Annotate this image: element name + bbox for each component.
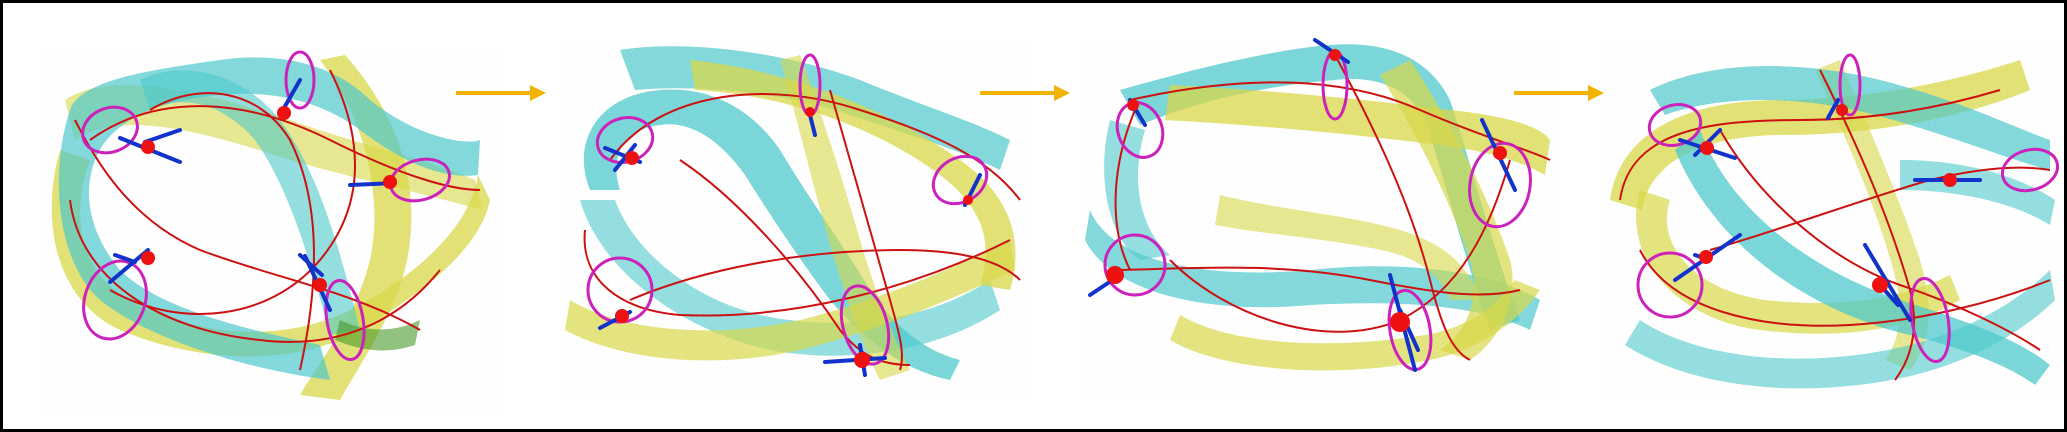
panel-1 — [40, 50, 500, 410]
red-curve — [1709, 166, 2051, 251]
red-point — [1872, 277, 1888, 293]
red-point — [1329, 49, 1341, 61]
band-texture — [1600, 40, 2067, 400]
magenta-ring — [1103, 233, 1167, 297]
red-curve — [583, 229, 1011, 317]
magenta-ring — [1387, 288, 1433, 372]
green-overlap — [335, 320, 420, 351]
red-point — [1836, 104, 1848, 116]
red-point — [1700, 141, 1714, 155]
red-point — [854, 352, 870, 368]
red-point — [313, 278, 327, 292]
red-curve — [1639, 249, 2051, 327]
red-point — [625, 151, 639, 165]
magenta-ring — [1647, 103, 1703, 147]
red-curve — [1819, 69, 1916, 381]
red-curve — [109, 69, 356, 315]
magenta-ring — [1468, 141, 1532, 229]
red-point — [805, 107, 815, 117]
magenta-ring — [2000, 147, 2060, 193]
red-point — [1106, 266, 1124, 284]
magenta-ring — [1909, 277, 1951, 363]
red-point — [141, 251, 155, 265]
magenta-ring — [81, 105, 139, 155]
red-point — [277, 106, 291, 120]
red-curve — [1619, 89, 2001, 201]
magenta-ring — [839, 284, 891, 366]
red-point — [1390, 312, 1410, 332]
magenta-ring — [1838, 53, 1862, 117]
red-point — [963, 195, 973, 205]
blue-axis — [613, 143, 637, 172]
red-curve — [629, 248, 1021, 301]
red-point — [1943, 173, 1957, 187]
red-curve — [1114, 109, 1136, 271]
red-curve — [89, 105, 481, 191]
panel-4 — [1600, 40, 2067, 400]
blue-axis — [1826, 98, 1840, 120]
red-curve — [69, 199, 441, 343]
magenta-ring — [1636, 251, 1704, 319]
red-curve — [1334, 54, 1471, 361]
blue-axis — [808, 113, 817, 137]
red-point — [1699, 250, 1713, 264]
red-curve — [1109, 266, 1521, 296]
blue-axis — [113, 253, 137, 264]
red-point — [1493, 146, 1507, 160]
red-point — [1127, 99, 1139, 111]
panel-3 — [1080, 38, 1560, 400]
blue-axis — [298, 253, 324, 277]
magenta-ring — [82, 259, 148, 341]
red-curve — [1719, 129, 2041, 351]
red-point — [615, 309, 629, 323]
red-point — [383, 175, 397, 189]
magenta-ring — [284, 50, 316, 110]
blue-axis — [143, 128, 182, 144]
red-point — [141, 140, 155, 154]
red-curve — [829, 89, 903, 371]
magenta-ring — [324, 278, 366, 362]
red-curve — [149, 92, 315, 371]
panel-2 — [560, 40, 1030, 400]
band-texture — [560, 40, 1030, 400]
band-texture — [40, 50, 500, 410]
